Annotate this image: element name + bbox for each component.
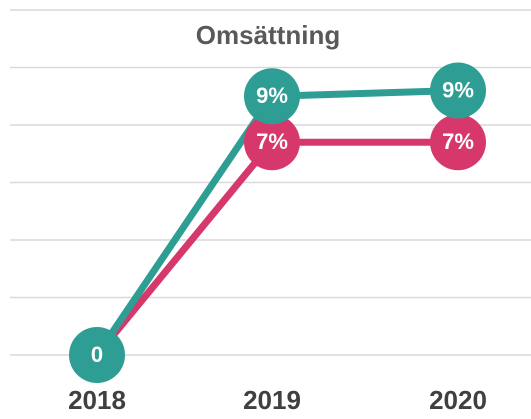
data-point: [430, 62, 486, 119]
data-label: 9%: [442, 77, 474, 102]
data-point: [244, 114, 300, 171]
data-label: 7%: [442, 129, 474, 154]
data-label: 7%: [256, 129, 288, 154]
x-tick-label: 2020: [429, 385, 487, 415]
data-label: 9%: [256, 83, 288, 108]
x-tick-label: 2019: [243, 385, 301, 415]
chart-title: Omsättning: [196, 20, 340, 50]
data-point: [430, 114, 486, 171]
series-line: [94, 138, 458, 358]
x-tick-label: 2018: [68, 385, 126, 415]
data-point: [244, 68, 300, 125]
data-point: [69, 327, 125, 383]
data-label: 0: [91, 342, 103, 367]
